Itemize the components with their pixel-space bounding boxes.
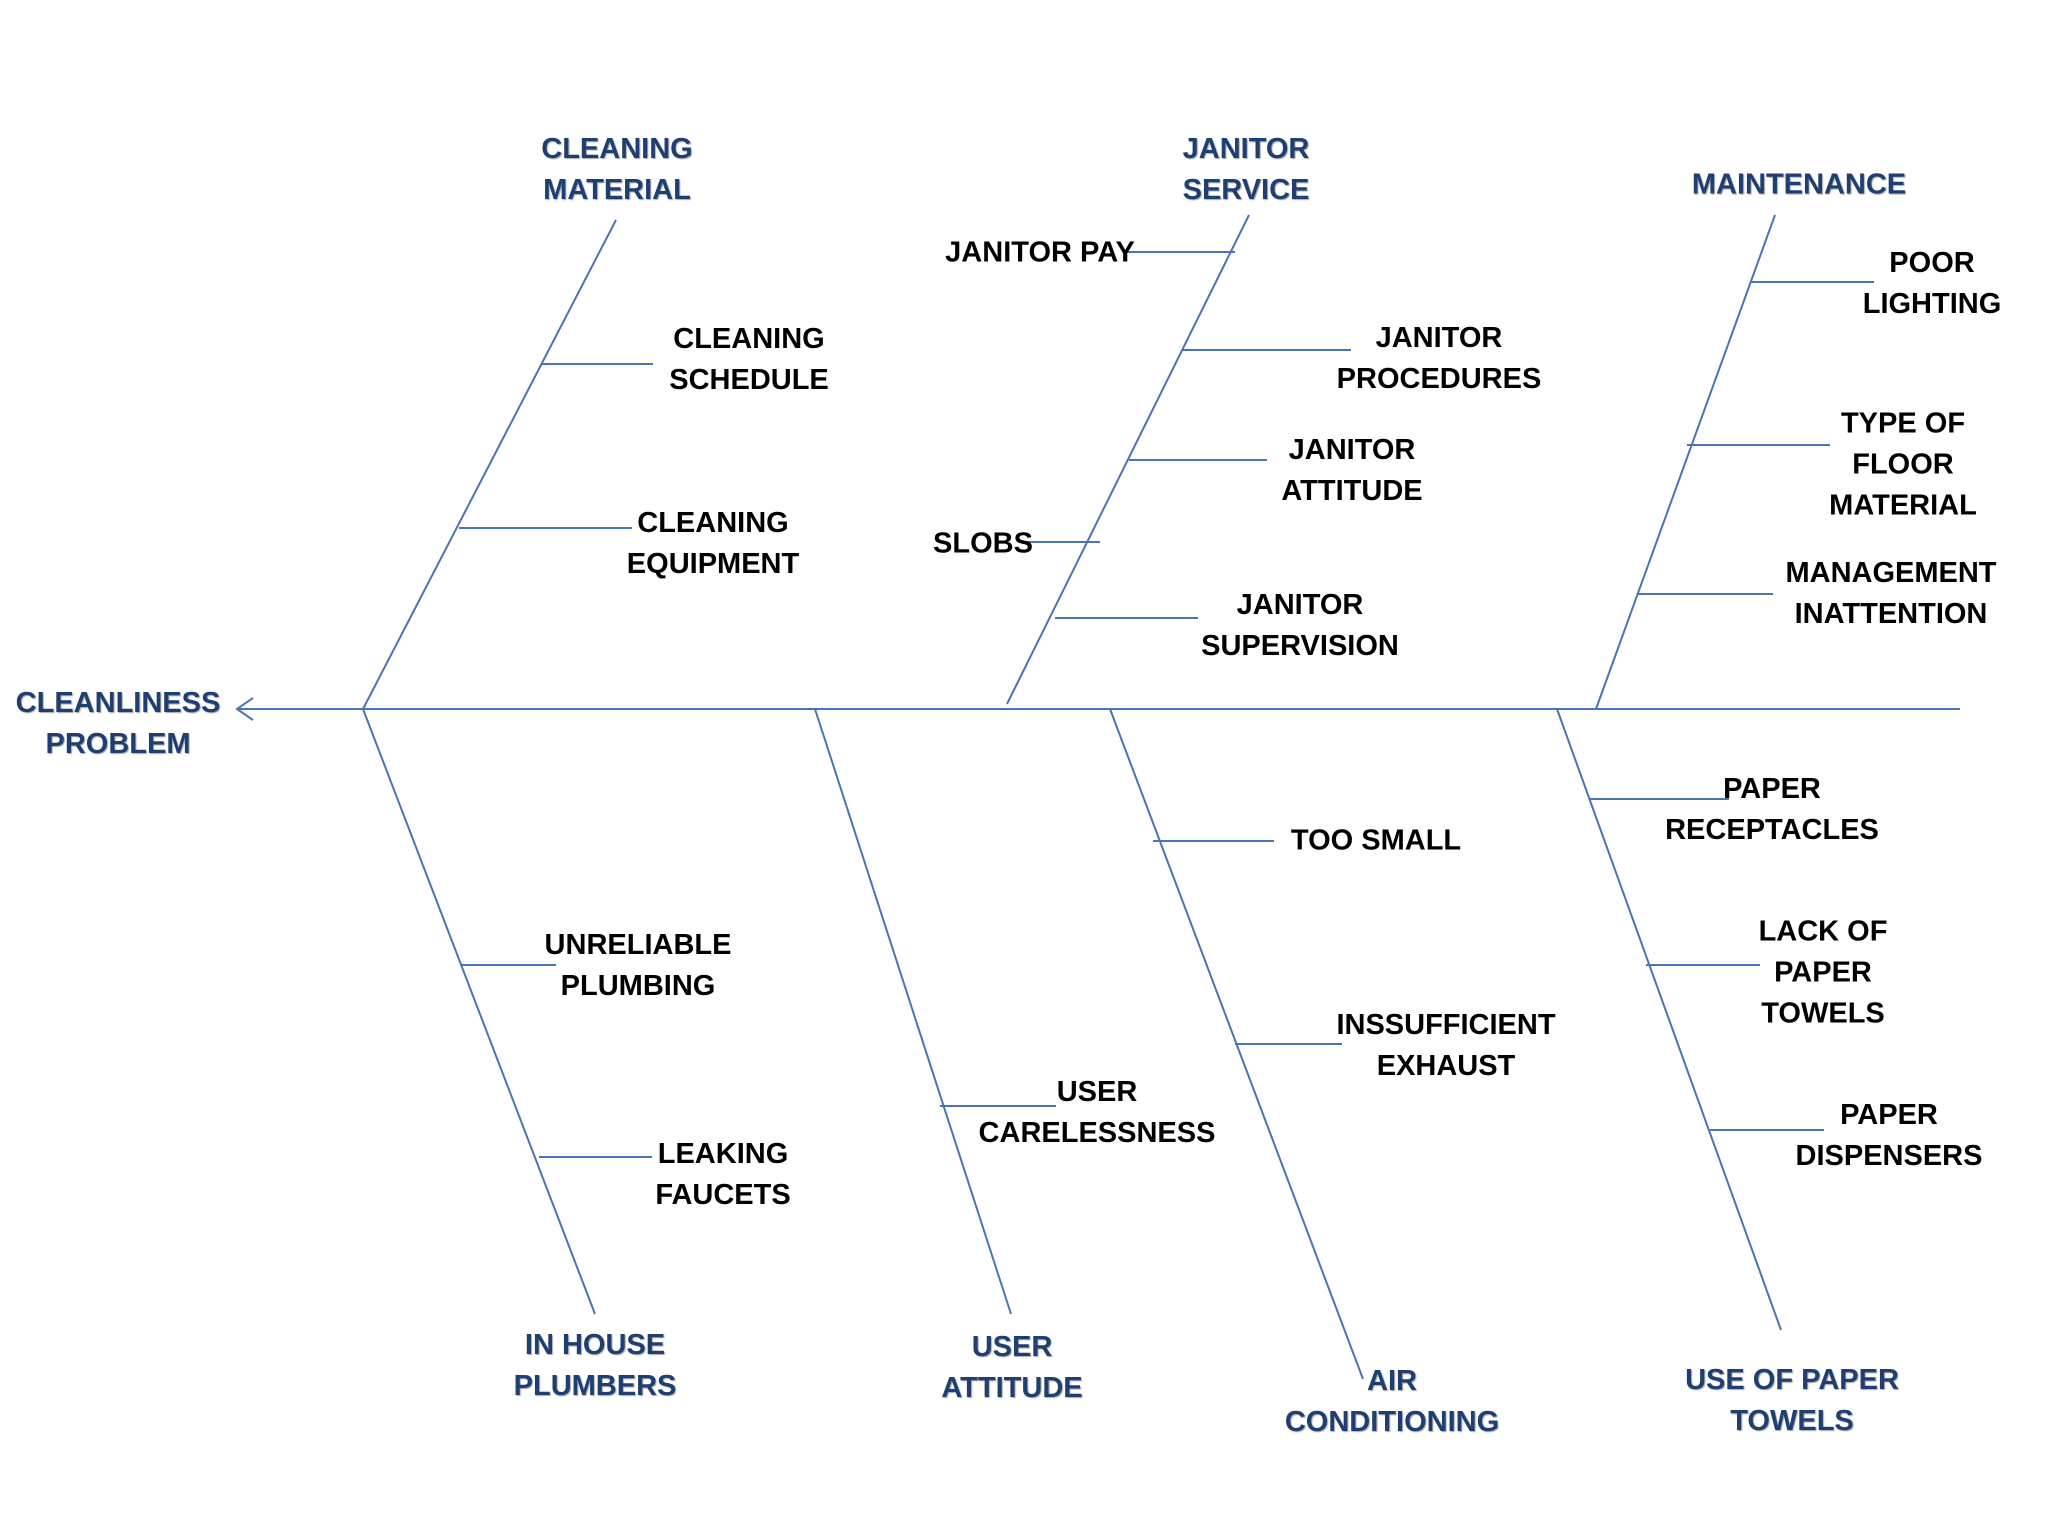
bone-maintenance (1595, 214, 1776, 710)
cause-type-of-floor-material: TYPE OF FLOOR MATERIAL (1829, 407, 1977, 522)
bone-use-of-paper-towels (1556, 708, 1782, 1331)
cause-janitor-supervision: JANITOR SUPERVISION (1201, 589, 1399, 662)
bone-janitor-service (1006, 214, 1250, 705)
cause-lack-of-paper-towels: LACK OF PAPER TOWELS (1758, 915, 1888, 1030)
cause-cleaning-equipment: CLEANING EQUIPMENT (626, 507, 800, 580)
category-user-attitude: USER ATTITUDE (941, 1331, 1083, 1404)
cause-too-small: TOO SMALL (1290, 824, 1462, 857)
bone-in-house-plumbers (362, 708, 596, 1315)
cause-poor-lighting: POOR LIGHTING (1862, 247, 2002, 320)
cause-slobs: SLOBS (933, 527, 1033, 560)
category-maintenance: MAINTENANCE (1691, 168, 1907, 201)
category-janitor-service: JANITOR SERVICE (1182, 133, 1310, 206)
cause-user-carelessness: USER CARELESSNESS (978, 1076, 1216, 1149)
cause-paper-receptacles: PAPER RECEPTACLES (1665, 773, 1879, 846)
bone-user-attitude (814, 708, 1012, 1315)
bone-cleaning-material (362, 219, 617, 710)
cause-janitor-procedures: JANITOR PROCEDURES (1336, 322, 1542, 395)
category-in-house-plumbers: IN HOUSE PLUMBERS (513, 1329, 677, 1402)
category-use-of-paper-towels: USE OF PAPER TOWELS (1685, 1364, 1899, 1437)
cause-paper-dispensers: PAPER DISPENSERS (1795, 1099, 1983, 1172)
cause-janitor-attitude: JANITOR ATTITUDE (1281, 434, 1423, 507)
cause-cleaning-schedule: CLEANING SCHEDULE (669, 323, 829, 396)
category-air-conditioning: AIR CONDITIONING (1284, 1365, 1500, 1438)
cause-unreliable-plumbing: UNRELIABLE PLUMBING (544, 929, 732, 1002)
category-cleaning-material: CLEANING MATERIAL (541, 133, 693, 206)
cause-leaking-faucets: LEAKING FAUCETS (655, 1138, 791, 1211)
effect-label: CLEANLINESS PROBLEM (15, 687, 221, 760)
cause-management-inattention: MANAGEMENT INATTENTION (1785, 557, 1997, 630)
cause-janitor-pay: JANITOR PAY (945, 236, 1135, 269)
cause-insufficient-exhaust: INSSUFFICIENT EXHAUST (1336, 1009, 1556, 1082)
